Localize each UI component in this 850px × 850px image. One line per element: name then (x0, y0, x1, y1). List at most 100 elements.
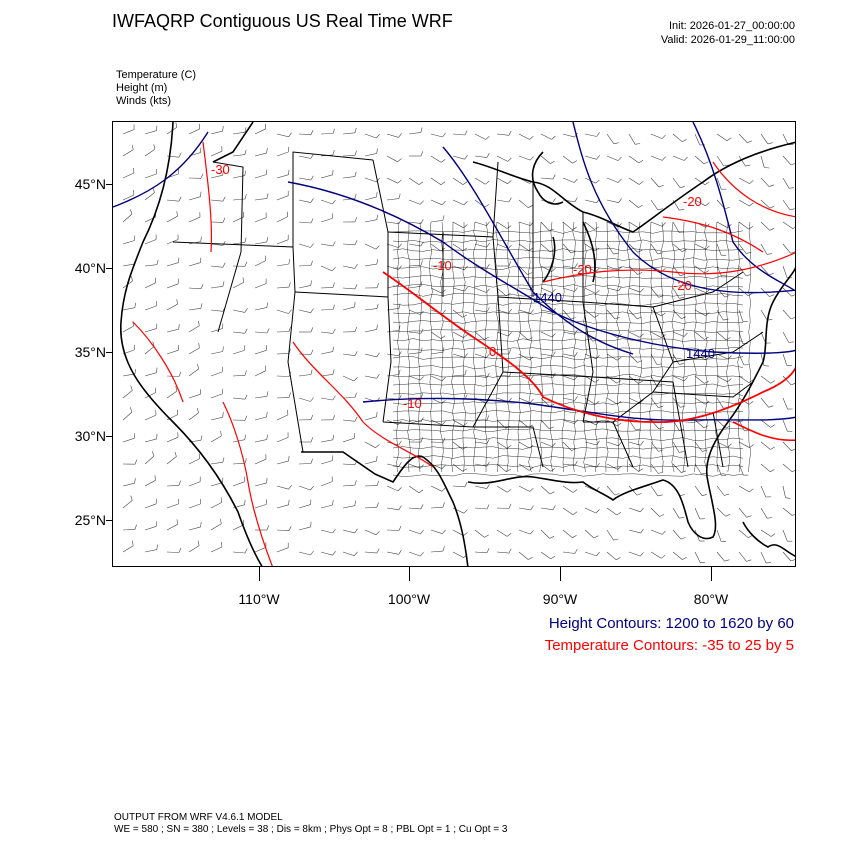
wind-barb-feather (635, 143, 641, 145)
county-line (704, 221, 708, 473)
wind-barb (584, 397, 596, 405)
wind-barb (188, 458, 200, 465)
wind-barb-feather (310, 260, 313, 266)
wind-barb-feather (463, 509, 468, 514)
wind-barb (364, 243, 377, 250)
wind-barb-feather (552, 351, 556, 357)
wind-barb (386, 551, 399, 555)
wind-barb-feather (398, 505, 402, 510)
wind-barb (782, 485, 786, 498)
wind-barb-feather (220, 430, 222, 437)
wind-barb-feather (595, 354, 600, 360)
wind-barb (672, 287, 680, 299)
wind-barb (276, 375, 290, 377)
wind-barb (144, 414, 157, 421)
wind-barb (254, 547, 267, 553)
county-line (737, 221, 741, 473)
county-line (392, 284, 744, 288)
wind-barb (628, 221, 640, 229)
wind-barb (540, 309, 553, 313)
wind-barb-feather (508, 332, 512, 337)
wind-barb (342, 419, 355, 422)
wind-barb (342, 505, 355, 509)
wind-barb (584, 287, 596, 294)
wind-barb-feather (175, 122, 178, 128)
wind-barb-feather (464, 370, 467, 375)
wind-barb-feather (132, 540, 134, 546)
wind-barb (276, 309, 289, 314)
wind-barb-feather (486, 307, 490, 313)
wind-barb (430, 441, 444, 443)
wind-barb (232, 397, 245, 400)
wind-barb-feather (265, 365, 267, 371)
wind-barb (342, 463, 356, 466)
county-line (429, 221, 433, 473)
wind-barb (298, 526, 311, 531)
county-line (561, 221, 565, 473)
wind-barb (232, 524, 244, 531)
wind-barb (342, 437, 355, 443)
wind-barb (254, 482, 267, 487)
wind-barb (276, 263, 289, 267)
wind-barb-feather (463, 422, 468, 427)
wind-barb (760, 419, 771, 428)
wind-barb-feather (640, 440, 644, 446)
wind-barb (122, 325, 134, 333)
wind-barb (738, 243, 747, 254)
wind-barb-feather (332, 395, 336, 401)
wind-barb (782, 287, 792, 297)
wind-barb (364, 153, 377, 157)
wind-barb-feather (789, 208, 795, 211)
wind-barb (562, 463, 575, 466)
wind-barb-feather (551, 268, 556, 272)
wind-barb (782, 309, 792, 320)
wind-barb-feather (310, 486, 314, 491)
wind-barb-feather (354, 480, 357, 486)
wind-barb (342, 484, 356, 487)
lat-label-30n: 30°N (74, 428, 106, 444)
wind-barb-feather (571, 448, 577, 451)
wind-barb (562, 133, 575, 138)
wind-barb (210, 351, 223, 355)
wind-barb-feather (354, 284, 358, 290)
wind-barb (496, 331, 509, 337)
wind-barb-feather (398, 303, 401, 309)
wind-barb-feather (310, 327, 314, 333)
wind-barb-feather (354, 263, 358, 269)
wind-barb (254, 504, 267, 509)
wind-barb (694, 287, 707, 294)
wind-barb-feather (310, 243, 314, 248)
wind-barb (672, 265, 681, 276)
wind-barb (144, 239, 157, 245)
wind-barb (232, 282, 244, 289)
wind-barb (210, 523, 222, 531)
wind-barb-feather (572, 489, 578, 493)
wind-barb-feather (132, 321, 134, 327)
wind-barb-feather (463, 334, 468, 338)
wind-barb-feather (658, 449, 664, 452)
wind-barb (584, 309, 595, 318)
wind-barb (606, 529, 614, 541)
wind-barb-feather (486, 461, 490, 467)
wind-barb-feather (418, 181, 424, 185)
county-line (484, 221, 488, 472)
wind-barb (232, 350, 245, 355)
wind-barb-feather (441, 421, 446, 426)
wind-barb-feather (791, 294, 795, 297)
lat-label-25n: 25°N (74, 512, 106, 528)
wind-barb-feather (767, 142, 773, 145)
county-line (715, 221, 719, 473)
wind-barb (650, 199, 659, 211)
wind-barb-feather (640, 507, 644, 512)
wind-barb-feather (178, 371, 182, 377)
wind-barb-feather (508, 349, 512, 355)
county-line (451, 221, 455, 473)
wind-barb (166, 328, 179, 333)
wind-barb-feather (596, 551, 600, 557)
county-line (594, 221, 598, 473)
wind-barb (254, 198, 267, 201)
wind-barb (408, 309, 421, 315)
wind-barb-feather (419, 464, 424, 469)
wind-barb (760, 441, 771, 450)
wind-barb (738, 309, 744, 322)
